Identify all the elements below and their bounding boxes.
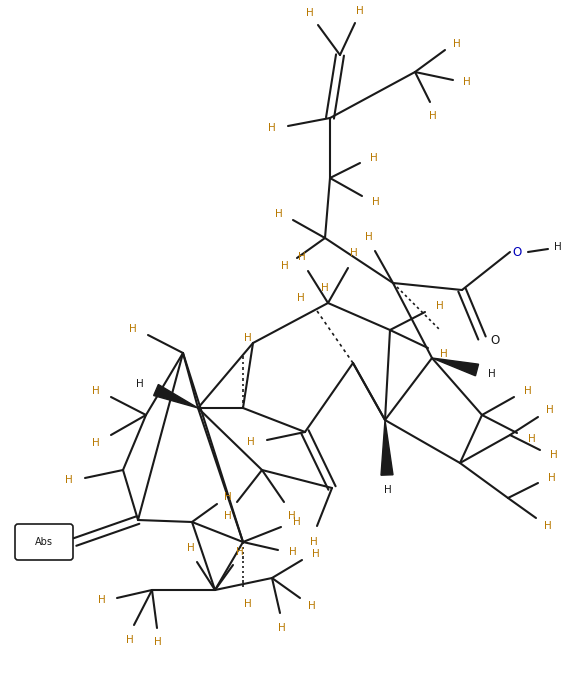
Text: H: H — [297, 293, 305, 303]
Text: H: H — [321, 283, 329, 293]
Text: H: H — [550, 450, 558, 460]
Text: H: H — [244, 599, 252, 609]
Text: H: H — [92, 438, 100, 448]
Text: H: H — [187, 543, 195, 553]
Text: H: H — [126, 635, 134, 645]
Text: H: H — [298, 252, 306, 262]
Text: H: H — [244, 333, 252, 343]
Text: H: H — [289, 547, 297, 557]
Text: H: H — [98, 595, 106, 605]
Text: H: H — [384, 485, 392, 495]
Text: H: H — [546, 405, 554, 415]
Text: H: H — [548, 473, 556, 483]
Text: H: H — [372, 197, 380, 207]
Text: O: O — [512, 245, 521, 258]
Text: H: H — [350, 248, 358, 258]
Text: Abs: Abs — [35, 537, 53, 547]
Text: H: H — [308, 601, 316, 611]
Text: H: H — [92, 386, 100, 396]
Text: H: H — [554, 242, 562, 252]
Text: H: H — [247, 437, 255, 447]
FancyBboxPatch shape — [15, 524, 73, 560]
Text: H: H — [356, 6, 364, 16]
Text: H: H — [528, 434, 536, 444]
Text: H: H — [288, 511, 296, 521]
Text: O: O — [490, 333, 499, 346]
Text: H: H — [275, 209, 283, 219]
Polygon shape — [381, 420, 393, 475]
Text: H: H — [429, 111, 437, 121]
Text: H: H — [370, 153, 378, 163]
Text: H: H — [136, 379, 144, 389]
Text: H: H — [312, 549, 320, 559]
Text: H: H — [281, 261, 289, 271]
Text: H: H — [236, 547, 244, 557]
Text: H: H — [310, 537, 318, 547]
Text: H: H — [306, 8, 314, 18]
Text: H: H — [224, 492, 232, 502]
Text: H: H — [544, 521, 552, 531]
Text: H: H — [440, 349, 448, 359]
Text: H: H — [293, 517, 301, 527]
Text: H: H — [154, 637, 162, 647]
Text: H: H — [463, 77, 471, 87]
Text: H: H — [453, 39, 461, 49]
Polygon shape — [432, 358, 479, 376]
Text: H: H — [365, 232, 373, 242]
Polygon shape — [153, 385, 198, 408]
Text: H: H — [278, 623, 286, 633]
Text: H: H — [268, 123, 276, 133]
Text: H: H — [488, 369, 496, 379]
Text: H: H — [524, 386, 532, 396]
Text: H: H — [129, 324, 137, 334]
Text: H: H — [65, 475, 73, 485]
Text: H: H — [436, 301, 444, 311]
Text: H: H — [224, 511, 232, 521]
